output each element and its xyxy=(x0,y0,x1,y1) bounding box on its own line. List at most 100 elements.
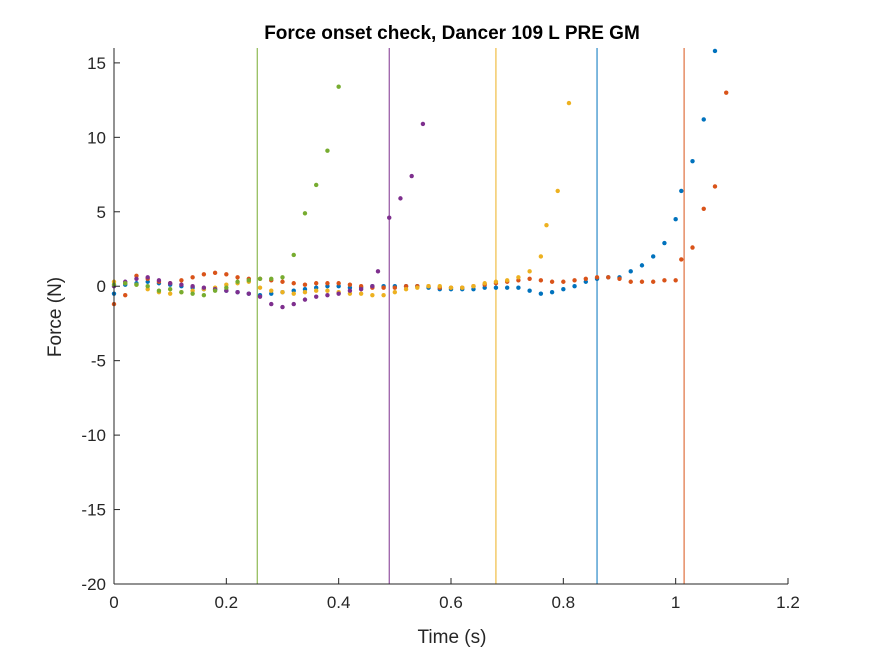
data-point xyxy=(392,289,398,295)
data-point xyxy=(387,215,392,220)
data-point xyxy=(280,289,285,295)
y-ticks: -20 -15 -10 -5 0 5 10 15 xyxy=(81,54,120,594)
data-point xyxy=(123,281,128,286)
data-point xyxy=(724,90,729,95)
data-point xyxy=(403,287,409,292)
data-point xyxy=(156,278,162,283)
data-point xyxy=(358,287,364,292)
data-point xyxy=(628,279,633,284)
data-point xyxy=(302,297,308,302)
data-point xyxy=(628,269,633,274)
data-point xyxy=(280,279,285,284)
data-point xyxy=(370,284,375,289)
data-point xyxy=(381,292,386,298)
data-point xyxy=(212,288,218,293)
x-tick-label: 0.2 xyxy=(215,593,239,612)
y-axis-label: Force (N) xyxy=(45,277,66,357)
data-point xyxy=(504,278,510,283)
x-tick-label: 1 xyxy=(671,593,680,612)
data-point xyxy=(302,211,308,216)
data-point xyxy=(566,100,572,106)
data-point xyxy=(190,284,195,289)
data-point xyxy=(651,279,656,284)
y-tick-label: 15 xyxy=(87,54,106,73)
data-point xyxy=(246,291,251,296)
series-group xyxy=(111,121,426,310)
data-point xyxy=(156,288,162,293)
data-point xyxy=(381,285,386,290)
data-point xyxy=(690,245,695,250)
data-point xyxy=(291,252,296,258)
data-point xyxy=(325,288,330,293)
data-point xyxy=(246,278,251,283)
x-tick-label: 0.8 xyxy=(552,593,576,612)
data-point xyxy=(493,285,499,290)
data-point xyxy=(280,304,285,310)
data-point xyxy=(224,272,229,277)
y-tick-label: -20 xyxy=(81,575,106,594)
data-point xyxy=(235,279,240,284)
data-point xyxy=(358,291,364,296)
chart-title: Force onset check, Dancer 109 L PRE GM xyxy=(264,23,640,44)
data-point xyxy=(701,206,706,211)
data-point xyxy=(673,217,678,222)
data-point xyxy=(145,284,150,289)
y-tick-label: -15 xyxy=(81,501,106,520)
data-point xyxy=(448,285,454,290)
data-point xyxy=(606,275,611,280)
data-point xyxy=(190,275,195,280)
data-point xyxy=(426,284,431,289)
data-point xyxy=(583,276,588,281)
data-point xyxy=(314,288,319,293)
data-point xyxy=(257,294,263,299)
data-point xyxy=(370,292,375,298)
x-tick-label: 0 xyxy=(109,593,118,612)
data-point xyxy=(662,240,667,246)
data-point xyxy=(561,287,566,292)
data-point xyxy=(336,84,341,89)
data-point xyxy=(527,288,532,293)
data-point xyxy=(673,278,678,283)
data-point xyxy=(291,281,296,286)
x-tick-label: 0.6 xyxy=(439,593,463,612)
x-axis-label: Time (s) xyxy=(418,627,487,648)
data-point xyxy=(544,222,549,228)
onset-lines xyxy=(256,48,685,584)
data-point xyxy=(314,182,319,188)
data-point xyxy=(179,289,184,295)
data-point xyxy=(712,48,718,54)
data-point xyxy=(594,275,600,280)
y-tick-label: -10 xyxy=(81,426,106,445)
data-point xyxy=(325,281,330,286)
data-point xyxy=(201,292,207,298)
data-point xyxy=(639,279,645,284)
data-point xyxy=(134,282,139,287)
data-point xyxy=(420,121,426,127)
data-point xyxy=(527,276,532,281)
data-point xyxy=(212,270,218,276)
data-point xyxy=(679,188,684,194)
data-point xyxy=(201,272,207,277)
y-tick-label: 5 xyxy=(97,203,106,222)
data-point xyxy=(561,279,566,284)
data-point xyxy=(291,291,296,296)
data-point xyxy=(190,291,195,296)
data-point xyxy=(651,254,656,259)
data-point xyxy=(516,285,521,290)
data-point xyxy=(538,278,544,283)
data-point xyxy=(572,284,577,289)
data-point xyxy=(460,285,465,290)
data-point xyxy=(471,284,476,289)
data-point xyxy=(325,148,330,153)
y-tick-label: 0 xyxy=(97,277,106,296)
data-point xyxy=(639,263,645,268)
data-point xyxy=(347,282,353,287)
data-point xyxy=(437,284,442,289)
data-point xyxy=(314,281,319,286)
data-point xyxy=(145,275,150,280)
data-point xyxy=(549,289,555,295)
x-tick-label: 1.2 xyxy=(776,593,800,612)
series-points xyxy=(111,48,729,310)
data-point xyxy=(679,257,684,262)
data-point xyxy=(167,281,173,286)
